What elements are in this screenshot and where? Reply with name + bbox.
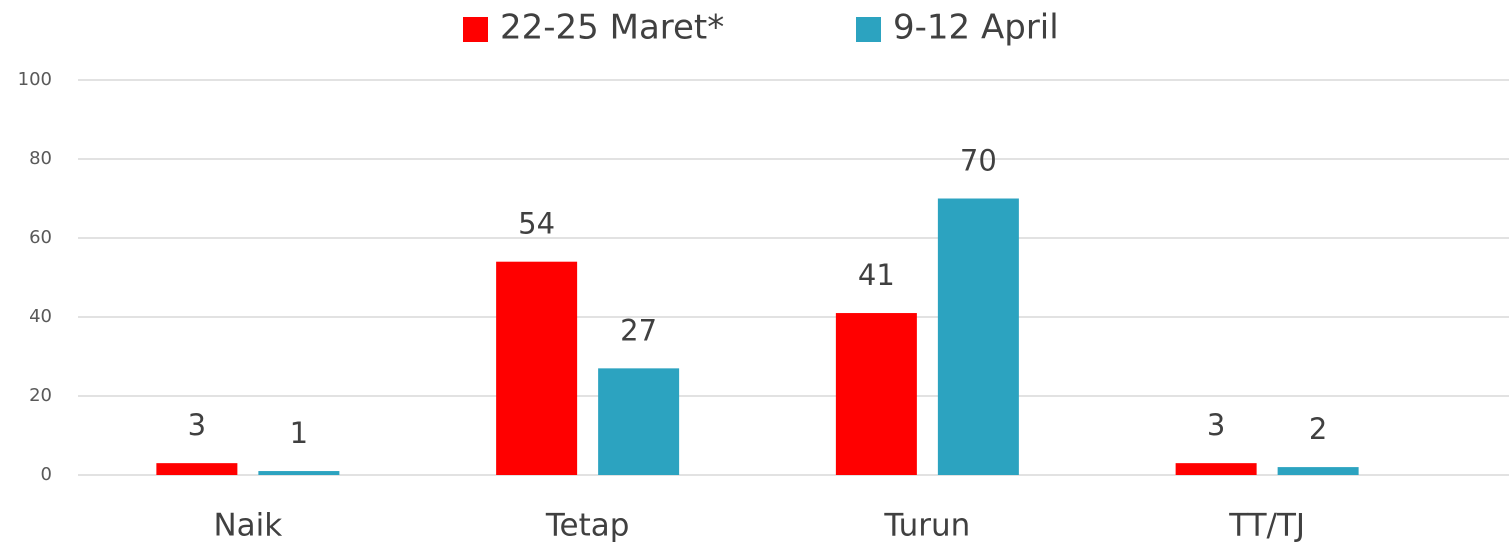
- y-tick-label: 40: [29, 306, 52, 327]
- bar: [496, 261, 578, 475]
- y-tick-label: 80: [29, 148, 52, 169]
- legend-swatch: [856, 17, 881, 42]
- data-label: 41: [858, 258, 895, 292]
- legend-label: 22-25 Maret*: [500, 8, 724, 48]
- y-tick-label: 60: [29, 227, 52, 248]
- data-label: 70: [960, 144, 997, 178]
- bar: [598, 368, 680, 475]
- legend-label: 9-12 April: [893, 8, 1059, 48]
- bar: [258, 471, 340, 475]
- bar: [937, 198, 1019, 475]
- data-label: 54: [518, 207, 555, 241]
- y-tick-label: 20: [29, 385, 52, 406]
- data-label: 1: [290, 416, 308, 450]
- bar: [1175, 463, 1257, 475]
- x-tick-label: Naik: [213, 508, 282, 544]
- y-tick-label: 0: [41, 464, 52, 485]
- x-tick-label: TT/TJ: [1228, 508, 1305, 544]
- legend-swatch: [463, 17, 488, 42]
- x-tick-label: Tetap: [545, 508, 630, 544]
- data-label: 3: [1207, 408, 1225, 442]
- data-label: 3: [188, 408, 206, 442]
- bar: [156, 463, 238, 475]
- x-tick-label: Turun: [883, 508, 970, 544]
- data-label: 2: [1309, 412, 1327, 446]
- bar: [835, 313, 917, 475]
- data-label: 27: [620, 313, 657, 347]
- y-tick-label: 100: [18, 69, 52, 90]
- bar: [1277, 467, 1359, 475]
